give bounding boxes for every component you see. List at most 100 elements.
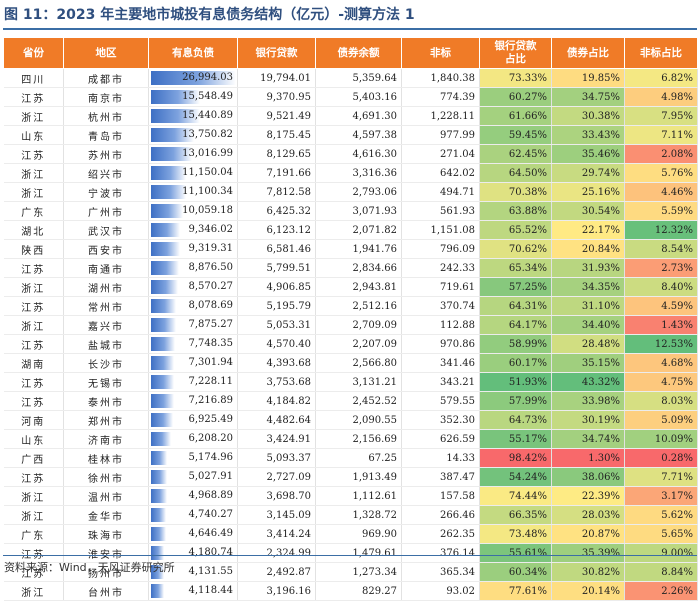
nonstandard-share-cell: 5.62% (624, 505, 698, 525)
header-region: 地区 (63, 37, 149, 69)
interest-debt-value: 9,319.31 (188, 243, 233, 254)
bank-loans-cell: 5,799.51 (237, 258, 316, 278)
province-cell: 浙江 (3, 182, 64, 202)
bond-share-cell: 28.48% (551, 334, 625, 354)
nonstandard-cell: 494.71 (401, 182, 480, 202)
nonstandard-cell: 579.55 (401, 391, 480, 411)
table-row: 四川 成都市 26,994.03 19,794.01 5,359.64 1,84… (3, 68, 698, 88)
bond-balance-cell: 3,071.93 (315, 201, 402, 221)
debt-data-bar (151, 356, 174, 370)
bond-share-cell: 19.85% (551, 68, 625, 88)
interest-debt-cell: 5,174.96 (148, 448, 238, 468)
nonstandard-cell: 1,228.11 (401, 106, 480, 126)
debt-data-bar (151, 90, 200, 104)
bond-balance-cell: 3,316.36 (315, 163, 402, 183)
table-row: 广东 珠海市 4,646.49 3,414.24 969.90 262.35 7… (3, 524, 698, 544)
interest-debt-cell: 4,118.44 (148, 581, 238, 601)
bond-share-cell: 30.19% (551, 410, 625, 430)
province-cell: 江苏 (3, 372, 64, 392)
interest-debt-cell: 5,027.91 (148, 467, 238, 487)
nonstandard-cell: 370.74 (401, 296, 480, 316)
bond-balance-cell: 2,566.80 (315, 353, 402, 373)
province-cell: 浙江 (3, 106, 64, 126)
interest-debt-cell: 9,346.02 (148, 220, 238, 240)
interest-debt-cell: 7,216.89 (148, 391, 238, 411)
interest-debt-value: 9,346.02 (188, 224, 233, 235)
bond-share-cell: 33.98% (551, 391, 625, 411)
nonstandard-share-cell: 5.59% (624, 201, 698, 221)
bond-share-cell: 20.14% (551, 581, 625, 601)
interest-debt-value: 4,131.55 (188, 566, 233, 577)
province-cell: 浙江 (3, 486, 64, 506)
nonstandard-cell: 376.14 (401, 543, 480, 563)
province-cell: 浙江 (3, 315, 64, 335)
nonstandard-share-cell: 4.98% (624, 87, 698, 107)
interest-debt-cell: 6,925.49 (148, 410, 238, 430)
debt-data-bar (151, 527, 166, 541)
title-rule (3, 28, 697, 30)
city-cell: 南京市 (63, 87, 149, 107)
interest-debt-cell: 13,750.82 (148, 125, 238, 145)
interest-debt-cell: 7,228.11 (148, 372, 238, 392)
nonstandard-cell: 93.02 (401, 581, 480, 601)
table-body: 四川 成都市 26,994.03 19,794.01 5,359.64 1,84… (3, 68, 698, 601)
debt-data-bar (151, 223, 181, 237)
nonstandard-share-cell: 8.54% (624, 239, 698, 259)
city-cell: 武汉市 (63, 220, 149, 240)
interest-debt-value: 10,059.18 (182, 205, 233, 216)
bond-balance-cell: 2,156.69 (315, 429, 402, 449)
interest-debt-value: 5,174.96 (188, 452, 233, 463)
city-cell: 温州市 (63, 486, 149, 506)
province-cell: 河南 (3, 410, 64, 430)
interest-debt-cell: 4,180.74 (148, 543, 238, 563)
debt-data-bar (151, 546, 165, 560)
interest-debt-value: 4,968.89 (188, 490, 233, 501)
nonstandard-cell: 1,151.08 (401, 220, 480, 240)
bank-loans-cell: 3,424.91 (237, 429, 316, 449)
bank-loans-cell: 6,581.46 (237, 239, 316, 259)
figure-title: 图 11：2023 年主要地市城投有息债务结构（亿元）-测算方法 1 (4, 7, 415, 23)
bond-balance-cell: 2,452.52 (315, 391, 402, 411)
nonstandard-cell: 1,840.38 (401, 68, 480, 88)
nonstandard-cell: 266.46 (401, 505, 480, 525)
city-cell: 泰州市 (63, 391, 149, 411)
bond-share-cell: 35.46% (551, 144, 625, 164)
interest-debt-value: 4,118.44 (188, 585, 233, 596)
interest-debt-value: 11,150.04 (182, 167, 233, 178)
nonstandard-share-cell: 2.08% (624, 144, 698, 164)
bond-share-cell: 30.38% (551, 106, 625, 126)
debt-data-bar (151, 280, 178, 294)
nonstandard-cell: 262.35 (401, 524, 480, 544)
province-cell: 山东 (3, 429, 64, 449)
bank-loans-cell: 5,093.37 (237, 448, 316, 468)
debt-data-bar (151, 489, 167, 503)
province-cell: 广东 (3, 524, 64, 544)
interest-debt-value: 6,208.20 (188, 433, 233, 444)
nonstandard-share-cell: 7.95% (624, 106, 698, 126)
header-bank-loans: 银行贷款 (237, 37, 316, 69)
nonstandard-share-cell: 5.65% (624, 524, 698, 544)
bank-share-cell: 55.17% (479, 429, 552, 449)
header-bond-balance: 债券余额 (315, 37, 402, 69)
interest-debt-value: 7,216.89 (188, 395, 233, 406)
interest-debt-value: 4,740.27 (188, 509, 233, 520)
bond-share-cell: 28.03% (551, 505, 625, 525)
bond-balance-cell: 2,834.66 (315, 258, 402, 278)
bond-share-cell: 35.39% (551, 543, 625, 563)
debt-data-bar (151, 147, 192, 161)
interest-debt-cell: 15,440.89 (148, 106, 238, 126)
interest-debt-value: 6,925.49 (188, 414, 233, 425)
city-cell: 济南市 (63, 429, 149, 449)
table-row: 广西 桂林市 5,174.96 5,093.37 67.25 14.33 98.… (3, 448, 698, 468)
table-row: 山东 青岛市 13,750.82 8,175.45 4,597.38 977.9… (3, 125, 698, 145)
bank-loans-cell: 4,906.85 (237, 277, 316, 297)
bond-balance-cell: 829.27 (315, 581, 402, 601)
bond-balance-cell: 67.25 (315, 448, 402, 468)
bond-balance-cell: 2,793.06 (315, 182, 402, 202)
bond-balance-cell: 4,691.30 (315, 106, 402, 126)
table-row: 浙江 宁波市 11,100.34 7,812.58 2,793.06 494.7… (3, 182, 698, 202)
province-cell: 浙江 (3, 505, 64, 525)
city-cell: 桂林市 (63, 448, 149, 468)
debt-data-bar (151, 261, 179, 275)
nonstandard-cell: 112.88 (401, 315, 480, 335)
